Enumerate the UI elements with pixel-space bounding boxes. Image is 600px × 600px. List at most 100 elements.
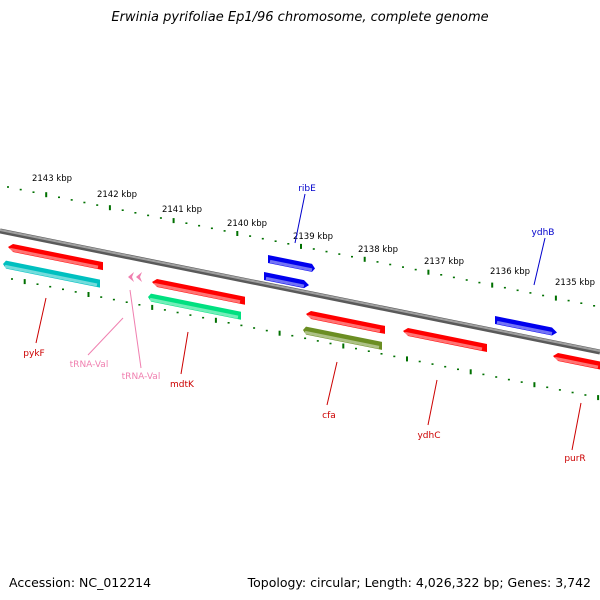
rrna-feature (3, 260, 100, 288)
ruler-minor-tick (380, 353, 383, 355)
label-connector (533, 237, 546, 286)
ruler-major-tick (108, 205, 111, 211)
ruler-minor-tick (189, 314, 192, 316)
ruler-major-tick (87, 292, 90, 297)
ruler-major-tick (278, 330, 281, 336)
ruler-label: 2142 kbp (97, 190, 137, 200)
gene-feature-purR (553, 353, 600, 370)
ruler-minor-tick (542, 294, 545, 297)
ruler-minor-tick (593, 305, 596, 307)
ruler-label: 2135 kbp (555, 278, 595, 288)
ruler-minor-tick (465, 279, 468, 281)
label-connector (326, 361, 338, 406)
feature-olive (303, 326, 382, 350)
ruler-minor-tick (287, 243, 290, 245)
gene-labels: ribE ydhB pykF tRNA-Val tRNA-Val mdtK cfa ydhC p… (23, 184, 585, 464)
ruler-major-tick (554, 295, 557, 301)
ruler-minor-tick (198, 224, 201, 227)
ruler-minor-tick (249, 235, 252, 237)
features (3, 244, 600, 370)
ruler-minor-tick (49, 285, 52, 288)
ruler-minor-tick (240, 324, 243, 327)
ruler-major-tick (151, 304, 154, 310)
ruler-minor-tick (70, 199, 73, 201)
label-connector (571, 402, 582, 451)
ruler-major-tick (597, 395, 600, 401)
ruler-minor-tick (316, 340, 319, 342)
ruler-minor-tick (125, 301, 128, 303)
ruler-major-tick (469, 369, 472, 375)
ruler-label: 2136 kbp (490, 267, 530, 277)
ruler-minor-tick (418, 360, 421, 363)
ruler-major-tick (363, 256, 366, 262)
ruler-minor-tick (355, 347, 357, 350)
ruler-minor-tick (274, 240, 277, 242)
gene-label: pykF (23, 349, 44, 359)
ruler-minor-tick (62, 288, 64, 291)
ruler-label: 2141 kbp (162, 205, 202, 215)
ruler-minor-tick (584, 394, 587, 396)
ruler-minor-tick (138, 304, 141, 306)
ruler-minor-tick (376, 261, 379, 263)
ruler-minor-tick (112, 298, 115, 301)
ruler-minor-tick (546, 386, 549, 389)
label-connector (129, 289, 142, 369)
gene-label: cfa (322, 411, 336, 421)
topology-text: Topology: circular; Length: 4,026,322 bp… (247, 575, 591, 590)
ruler-minor-tick (414, 268, 417, 271)
ruler-minor-tick (7, 186, 9, 188)
ruler-major-tick (172, 218, 175, 224)
ruler-minor-tick (452, 276, 455, 279)
accession-text: Accession: NC_012214 (9, 575, 152, 590)
ruler-minor-tick (503, 286, 506, 289)
ruler-major-tick (533, 382, 536, 388)
gene-label: tRNA-Val (70, 360, 109, 370)
ruler-minor-tick (74, 291, 77, 293)
ruler-minor-tick (338, 253, 341, 255)
ruler-major-tick (406, 356, 408, 362)
ruler-label: 2139 kbp (293, 232, 333, 242)
ruler-minor-tick (32, 191, 35, 193)
ruler-label: 2143 kbp (32, 174, 72, 184)
gene-label: ydhC (417, 431, 440, 441)
ruler-minor-tick (83, 201, 86, 204)
ruler-minor-tick (291, 334, 294, 337)
ruler-major-tick (491, 282, 494, 288)
ruler-minor-tick (516, 289, 519, 292)
ruler-minor-tick (482, 373, 485, 376)
ruler-minor-tick (134, 212, 137, 214)
ruler-minor-tick (58, 196, 60, 199)
trna-feature (128, 272, 134, 282)
label-connector (294, 193, 306, 244)
label-lines (35, 193, 582, 451)
gene-feature-pykF (8, 244, 103, 271)
gene-feature-ribE (268, 255, 315, 272)
ruler-minor-tick (19, 188, 22, 191)
ruler-label: 2138 kbp (358, 245, 398, 255)
gene-label: mdtK (170, 380, 195, 390)
ruler-minor-tick (507, 378, 510, 381)
ruler-minor-tick (163, 309, 166, 311)
gene-feature-ydhC (403, 328, 487, 352)
feature-green (148, 293, 241, 320)
ruler-major-tick (300, 243, 302, 249)
gene-feature-ydhB (495, 316, 557, 336)
ruler-minor-tick (96, 204, 99, 206)
gene-label: ribE (298, 184, 316, 194)
ruler-minor-tick (367, 350, 370, 352)
ruler-major-tick (342, 343, 345, 349)
gene-label: tRNA-Val (122, 372, 161, 382)
ruler-minor-tick (325, 250, 328, 253)
ruler-minor-tick (431, 363, 434, 365)
ruler-minor-tick (478, 281, 481, 284)
ruler-minor-tick (571, 391, 574, 394)
gene-label: ydhB (532, 228, 555, 238)
ruler-minor-tick (520, 381, 523, 383)
ruler-minor-tick (440, 274, 443, 276)
gene-feature-cfa (306, 311, 385, 334)
backbone (0, 228, 600, 355)
ruler-major-tick (45, 192, 48, 198)
ruler-major-tick (23, 279, 26, 285)
ruler-minor-tick (580, 302, 583, 304)
